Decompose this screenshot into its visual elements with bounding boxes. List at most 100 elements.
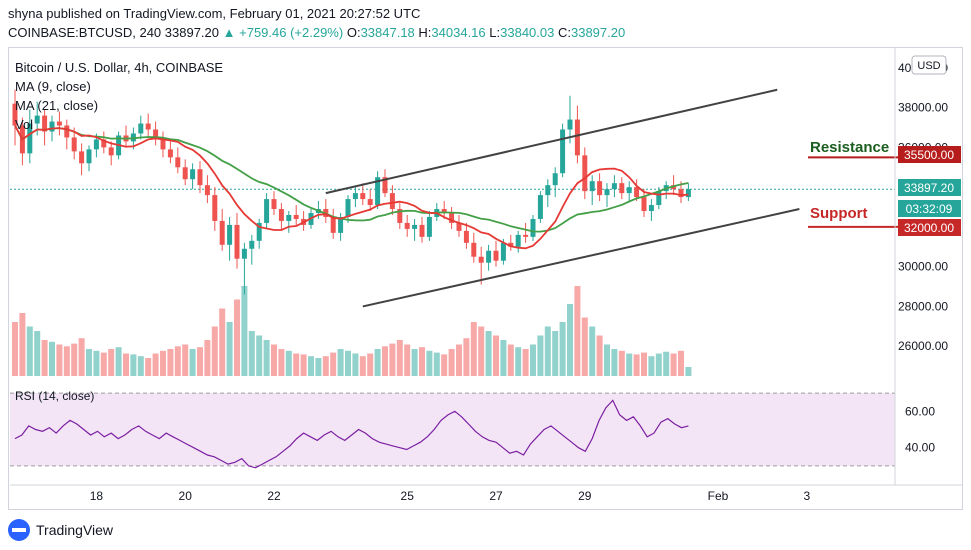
volume-bar (382, 346, 388, 376)
volume-bar (345, 350, 351, 376)
candle-body (486, 250, 492, 263)
volume-bar (271, 344, 277, 376)
candle-body (27, 123, 33, 154)
candle-body (167, 149, 173, 158)
volume-legend: Vol (15, 117, 33, 132)
candle-body (71, 137, 77, 152)
volume-bar (389, 343, 396, 376)
volume-bar (478, 326, 485, 376)
volume-bar (537, 335, 544, 376)
volume-bar (670, 353, 677, 376)
candle-body (56, 121, 62, 126)
volume-bar (189, 349, 196, 376)
volume-bar (567, 304, 573, 376)
candle-body (604, 189, 610, 196)
countdown-tag (898, 200, 961, 217)
candle-body (79, 151, 85, 164)
candle-body (190, 169, 196, 180)
currency-badge[interactable] (911, 55, 947, 75)
volume-bar (12, 322, 18, 376)
volume-bar (618, 350, 625, 376)
volume-bar (493, 335, 499, 376)
candle-body (419, 224, 425, 237)
volume-bar (278, 349, 285, 376)
rsi-line (14, 399, 689, 469)
candle-body (338, 216, 344, 233)
volume-bar (515, 347, 522, 376)
symbol-summary: COINBASE:BTCUSD, 240 33897.20 ▲ +759.46 … (8, 25, 625, 40)
candle-body (404, 222, 410, 229)
volume-bar (419, 347, 425, 376)
rsi-legend: RSI (14, close) (15, 389, 94, 403)
candle-body (12, 103, 18, 126)
volume-bar (633, 354, 640, 376)
volume-bar (352, 353, 359, 376)
volume-bar (19, 313, 26, 376)
volume-bar (34, 331, 41, 376)
volume-bar (404, 344, 411, 376)
candle-body (471, 242, 477, 257)
volume-bar (374, 349, 381, 376)
volume-bar (145, 358, 152, 376)
close-value: 33897.20 (570, 25, 626, 40)
support-price-tag (898, 219, 961, 236)
candle-body (382, 177, 388, 194)
low-label: L: (489, 25, 501, 40)
candle-body (567, 119, 573, 130)
volume-bar (71, 343, 78, 376)
volume-bar (56, 344, 63, 376)
candle-body (249, 240, 255, 249)
volume-bar (130, 354, 137, 376)
volume-bar (226, 322, 233, 376)
high-label: H: (418, 25, 432, 40)
tradingview-logo-icon (8, 519, 30, 541)
candle-body (256, 222, 262, 241)
candle-body (426, 216, 432, 237)
candle-body (397, 209, 403, 223)
chart-frame (8, 47, 963, 510)
volume-bar (234, 299, 240, 376)
volume-bar (63, 346, 70, 376)
candle-body (138, 123, 144, 134)
footer-brand[interactable]: TradingView (8, 519, 113, 541)
open-label: O: (346, 25, 361, 40)
candle-body (345, 199, 351, 217)
candle-body (227, 224, 233, 245)
candle-body (641, 197, 647, 212)
support-label: Support (810, 205, 868, 222)
ma21-line (14, 125, 689, 233)
candle-body (582, 155, 588, 192)
volume-bar (174, 346, 181, 376)
volume-bar (78, 338, 85, 376)
channel-lower-line (362, 208, 800, 308)
candle-body (49, 121, 55, 132)
volume-bar (589, 326, 596, 376)
close-label: C: (557, 25, 571, 40)
volume-bar (182, 344, 189, 376)
volume-bar (500, 340, 507, 376)
candle-body (685, 189, 691, 198)
volume-bar (655, 353, 662, 376)
candle-body (145, 123, 151, 130)
candle-body (352, 193, 358, 200)
volume-bar (293, 353, 300, 376)
candle-body (101, 139, 107, 148)
volume-bar (604, 344, 610, 376)
volume-bar (123, 353, 129, 376)
candle-body (286, 214, 292, 221)
volume-bar (485, 331, 492, 376)
candle-body (197, 169, 203, 186)
candle-body (360, 193, 366, 200)
volume-bar (160, 350, 166, 376)
candle-body (64, 125, 70, 138)
time-tick-label: 20 (179, 489, 193, 503)
volume-bar (49, 341, 55, 376)
candle-body (204, 185, 210, 196)
price-tick-label: 26000.00 (898, 339, 948, 353)
volume-bar (426, 350, 433, 376)
candle-body (42, 115, 48, 132)
candle-body (634, 187, 640, 198)
candle-body (234, 224, 240, 259)
resistance-price-text: 35500.00 (904, 148, 954, 162)
